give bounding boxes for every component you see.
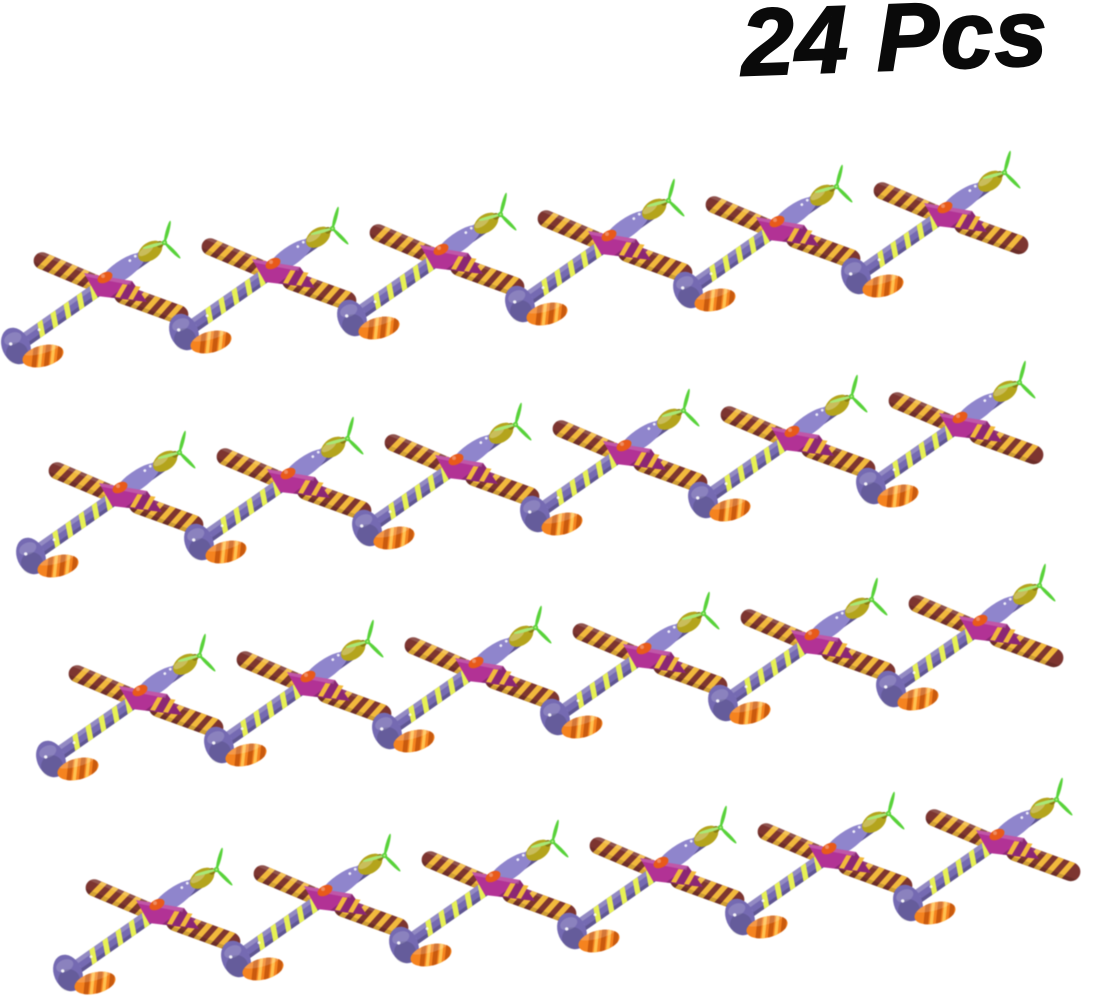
glider-plane [702,577,898,728]
glider-plane [198,619,394,770]
glider-plane [887,777,1083,928]
glider-plane [331,192,527,343]
glider-plane [215,833,411,984]
glider-plane [366,605,562,756]
glider-plane [47,847,243,998]
glider-plane [870,563,1066,714]
glider-plane [667,164,863,315]
glider-plane [383,819,579,970]
glider-plane [178,416,374,567]
glider-plane [346,402,542,553]
glider-plane [514,388,710,539]
glider-plane [534,591,730,742]
glider-plane [850,360,1046,511]
glider-plane [682,374,878,525]
glider-plane [551,805,747,956]
glider-plane [30,633,226,784]
glider-plane [499,178,695,329]
glider-plane [835,150,1031,301]
glider-plane [163,206,359,357]
glider-plane [719,791,915,942]
glider-plane [10,430,206,581]
glider-plane [0,220,191,371]
